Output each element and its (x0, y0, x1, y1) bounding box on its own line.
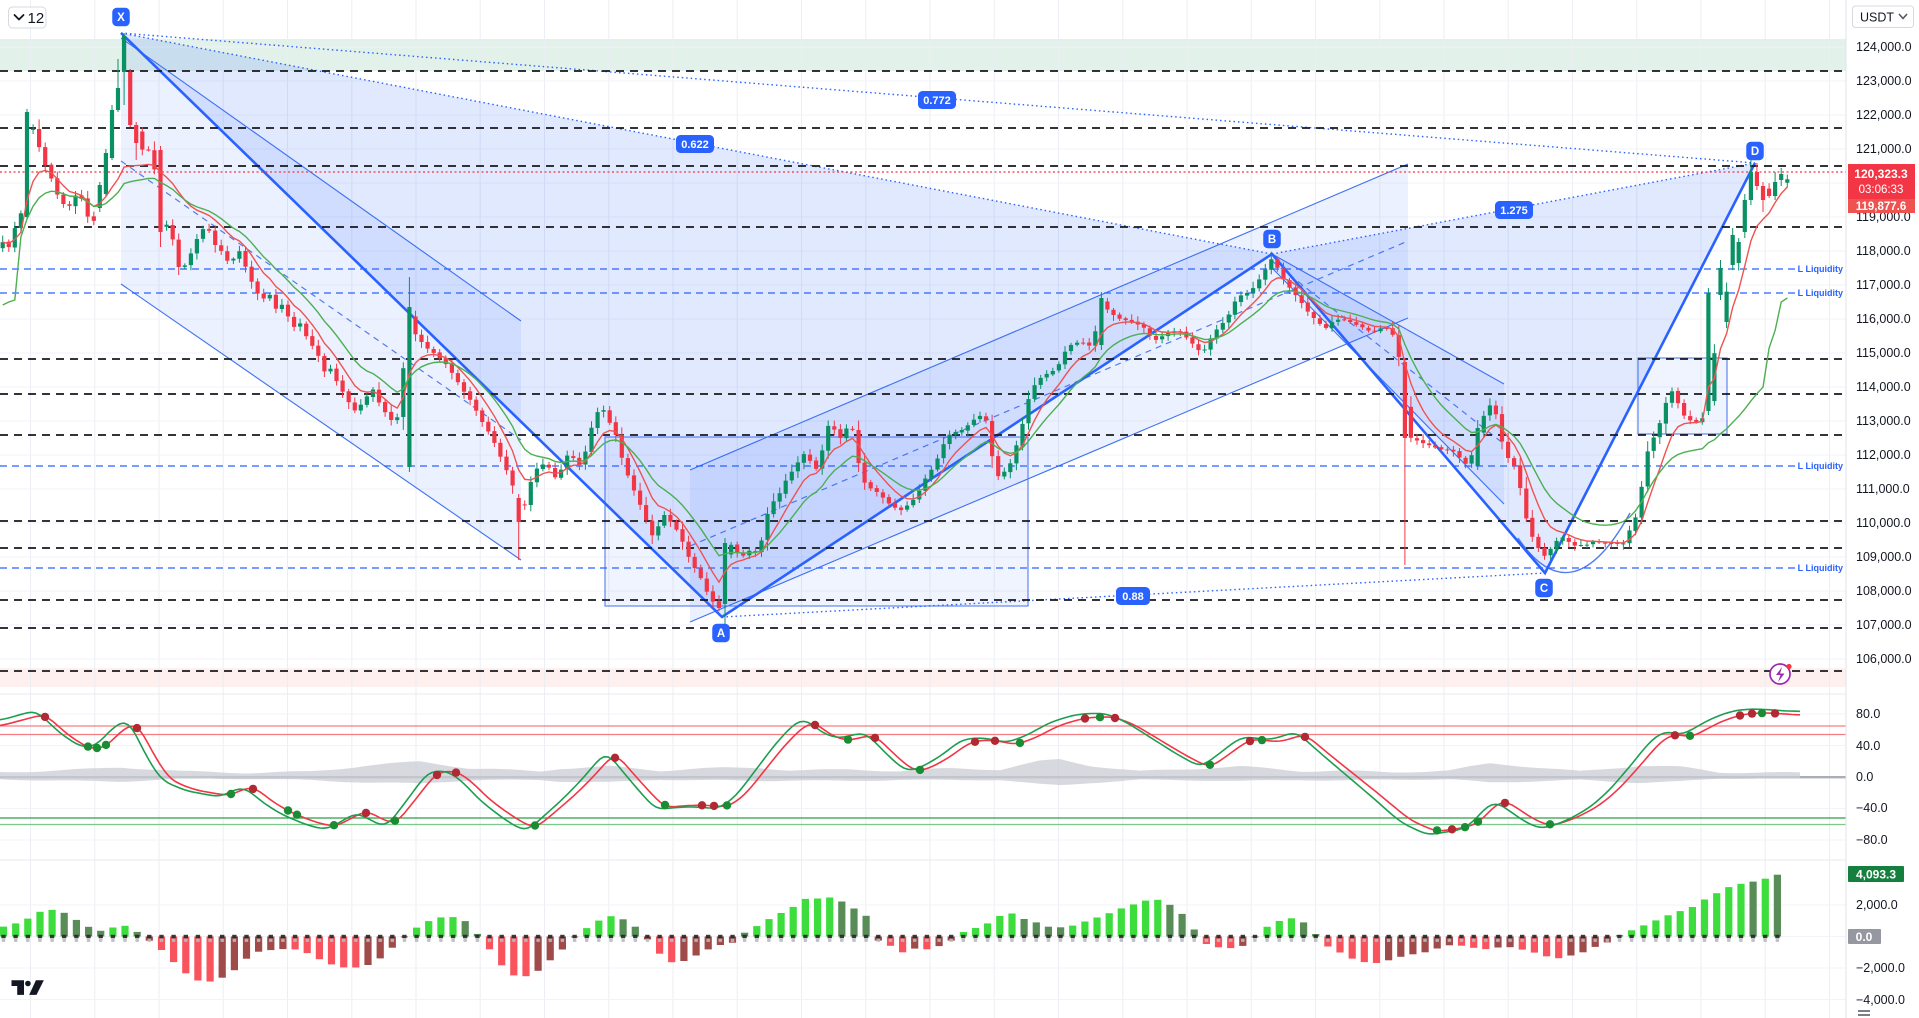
svg-text:12: 12 (28, 10, 45, 27)
svg-text:−4,000.0: −4,000.0 (1856, 993, 1905, 1007)
svg-text:1.275: 1.275 (1500, 205, 1528, 217)
svg-text:USDT: USDT (1860, 11, 1894, 25)
svg-text:−2,000.0: −2,000.0 (1856, 961, 1905, 975)
svg-text:123,000.0: 123,000.0 (1856, 74, 1912, 88)
svg-text:107,000.0: 107,000.0 (1856, 618, 1912, 632)
svg-text:L Liquidity: L Liquidity (1798, 288, 1843, 298)
svg-text:D: D (1751, 146, 1759, 158)
svg-text:0.622: 0.622 (681, 139, 709, 151)
svg-text:−40.0: −40.0 (1856, 801, 1888, 815)
svg-text:C: C (1540, 583, 1548, 595)
svg-text:109,000.0: 109,000.0 (1856, 550, 1912, 564)
svg-text:0.88: 0.88 (1122, 591, 1143, 603)
svg-text:L Liquidity: L Liquidity (1798, 461, 1843, 471)
svg-text:114,000.0: 114,000.0 (1856, 380, 1911, 394)
svg-text:A: A (717, 628, 725, 640)
svg-text:113,000.0: 113,000.0 (1856, 414, 1911, 428)
svg-text:108,000.0: 108,000.0 (1856, 584, 1912, 598)
svg-text:03:06:33: 03:06:33 (1859, 184, 1904, 196)
svg-text:40.0: 40.0 (1856, 739, 1880, 753)
svg-text:112,000.0: 112,000.0 (1856, 448, 1911, 462)
svg-text:119,877.6: 119,877.6 (1856, 201, 1907, 213)
svg-text:121,000.0: 121,000.0 (1856, 142, 1912, 156)
svg-text:106,000.0: 106,000.0 (1856, 652, 1912, 666)
svg-text:L Liquidity: L Liquidity (1798, 563, 1843, 573)
svg-text:124,000.0: 124,000.0 (1856, 40, 1912, 54)
svg-text:4,093.3: 4,093.3 (1856, 868, 1896, 882)
svg-text:110,000.0: 110,000.0 (1856, 516, 1911, 530)
svg-text:117,000.0: 117,000.0 (1856, 278, 1911, 292)
svg-text:116,000.0: 116,000.0 (1856, 312, 1911, 326)
svg-text:111,000.0: 111,000.0 (1856, 482, 1910, 496)
svg-text:−80.0: −80.0 (1856, 833, 1888, 847)
svg-text:122,000.0: 122,000.0 (1856, 108, 1912, 122)
svg-text:X: X (117, 12, 125, 24)
svg-text:0.0: 0.0 (1856, 770, 1873, 784)
svg-text:L Liquidity: L Liquidity (1798, 264, 1843, 274)
svg-text:2,000.0: 2,000.0 (1856, 898, 1898, 912)
svg-text:115,000.0: 115,000.0 (1856, 346, 1911, 360)
svg-text:80.0: 80.0 (1856, 707, 1880, 721)
svg-text:118,000.0: 118,000.0 (1856, 244, 1911, 258)
svg-text:0.772: 0.772 (923, 95, 951, 107)
svg-text:B: B (1268, 234, 1276, 246)
svg-text:119,000.0: 119,000.0 (1856, 210, 1911, 224)
svg-text:120,323.3: 120,323.3 (1854, 167, 1908, 181)
svg-text:0.0: 0.0 (1856, 930, 1873, 944)
